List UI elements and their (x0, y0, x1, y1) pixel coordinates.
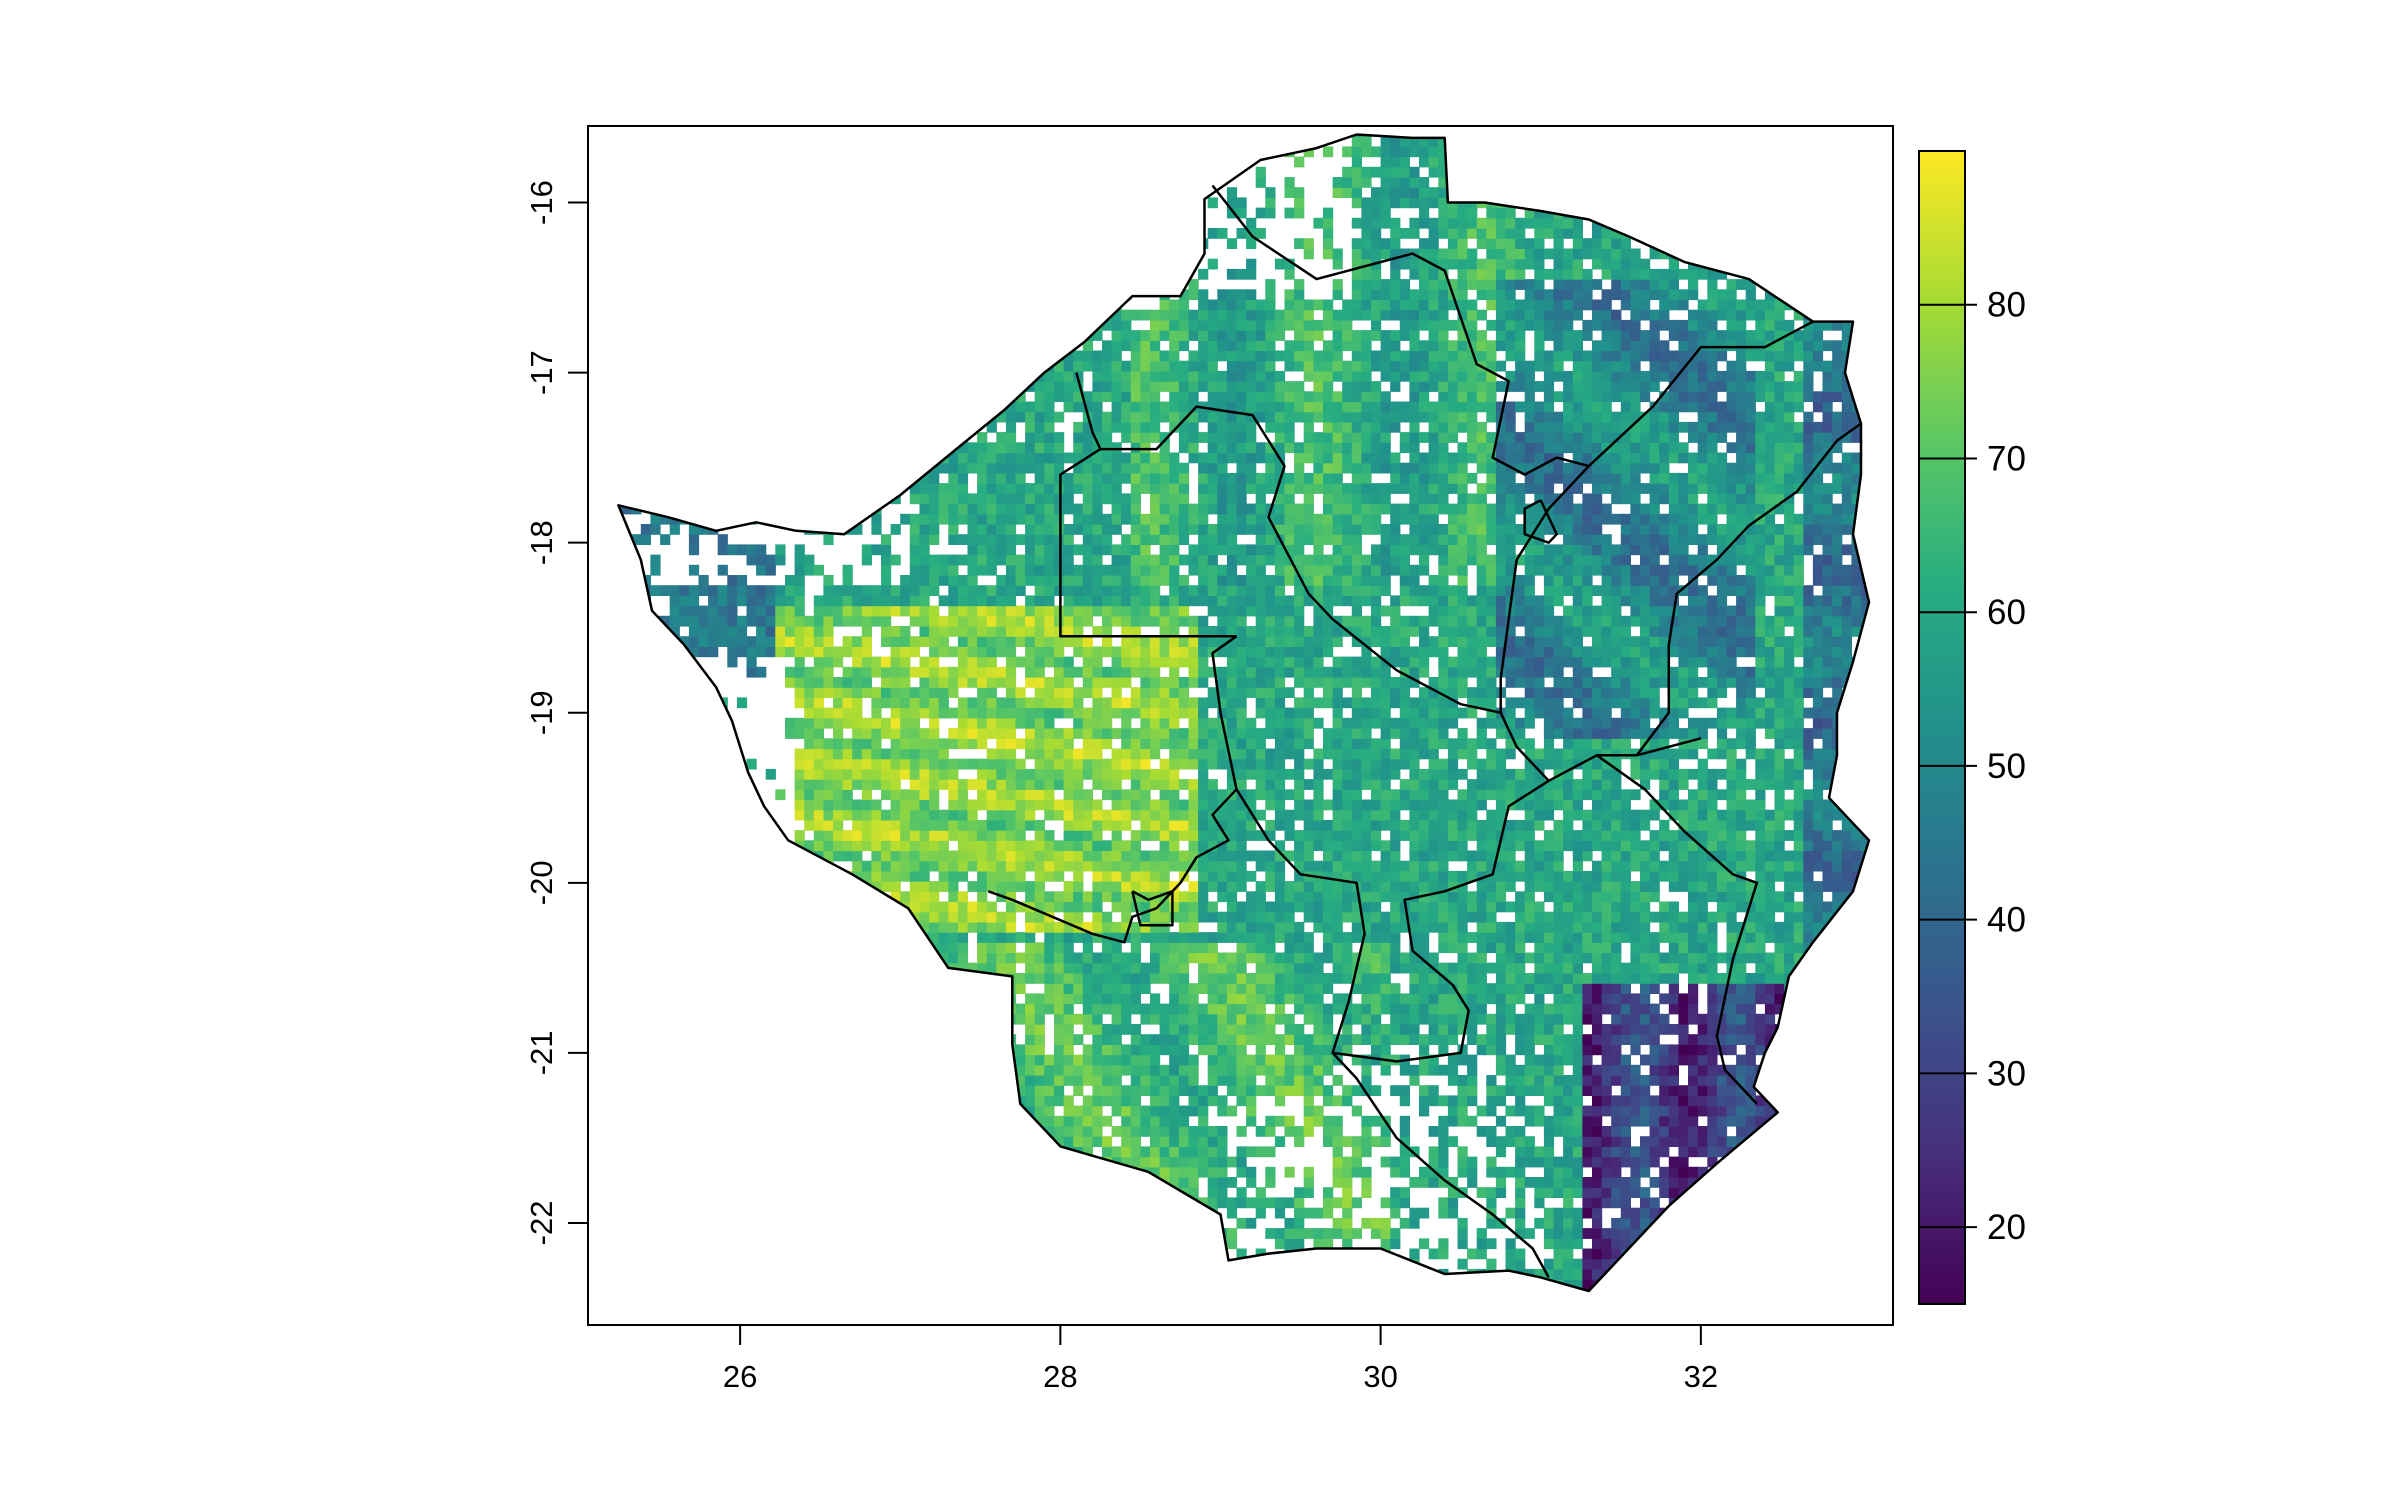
province-boundary-line (1100, 405, 1501, 714)
colorbar-tick-label: 80 (1987, 286, 2026, 325)
province-boundary-line (1635, 422, 1862, 757)
y-tick-label: -16 (524, 180, 559, 225)
y-tick-label: -20 (524, 860, 559, 905)
raster-layer (618, 134, 1869, 1291)
colorbar-tick-label: 50 (1987, 747, 2026, 786)
province-boundary-line (1211, 635, 1550, 1063)
colorbar-gradient (1918, 150, 1966, 1305)
country-boundary (617, 133, 1871, 1293)
y-axis: -16 -17 -18 -19 -20 -21 -22 (524, 180, 589, 1246)
y-tick-label: -18 (524, 520, 559, 565)
x-tick-label: 30 (1363, 1359, 1397, 1394)
colorbar-ticks: 20 30 40 50 60 70 80 (1919, 286, 2026, 1247)
province-boundary-line (987, 788, 1238, 944)
province-boundary-line (1331, 1052, 1550, 1279)
colorbar-tick-label: 60 (1987, 593, 2026, 632)
colorbar-tick-label: 30 (1987, 1054, 2026, 1093)
x-tick-label: 28 (1043, 1359, 1077, 1394)
province-boundary-line (1523, 499, 1558, 544)
x-tick-label: 26 (723, 1359, 757, 1394)
x-axis: 26 28 30 32 (723, 1324, 1718, 1394)
province-boundary-line (1596, 754, 1759, 1105)
y-tick-label: -21 (524, 1030, 559, 1075)
province-boundary-line (1131, 890, 1174, 927)
province-boundaries (987, 184, 1862, 1279)
x-tick-label: 32 (1684, 1359, 1718, 1394)
y-tick-label: -22 (524, 1201, 559, 1246)
colorbar: 20 30 40 50 60 70 80 (1918, 150, 2026, 1305)
province-boundary-line (1211, 184, 1590, 476)
province-boundary-line (1059, 372, 1237, 638)
y-tick-label: -17 (524, 350, 559, 395)
province-boundary-line (1587, 320, 1814, 468)
colorbar-tick-label: 40 (1987, 901, 2026, 940)
colorbar-tick-label: 20 (1987, 1208, 2026, 1247)
y-tick-label: -19 (524, 690, 559, 735)
colorbar-tick-label: 70 (1987, 439, 2026, 478)
province-boundary-line (1499, 465, 1702, 783)
